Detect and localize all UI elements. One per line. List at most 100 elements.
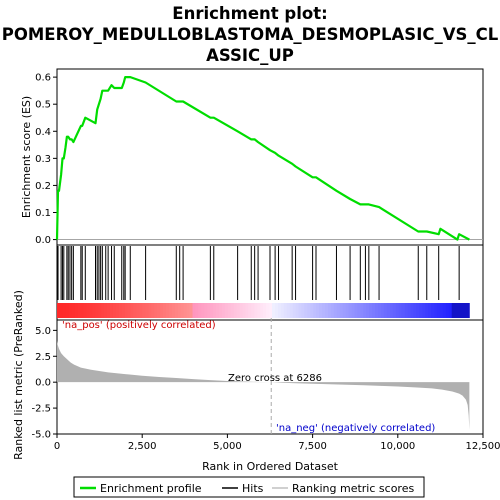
- zero-cross-label: Zero cross at 6286: [228, 373, 322, 384]
- rank-color-segment: [213, 303, 217, 318]
- rank-color-segment: [245, 303, 249, 318]
- rank-color-segment: [77, 303, 81, 318]
- chart-title-line2: POMEROY_MEDULLOBLASTOMA_DESMOPLASIC_VS_C…: [2, 25, 499, 44]
- rank-color-segment: [177, 303, 182, 318]
- rank-color-segment: [221, 303, 226, 318]
- rank-color-segment: [98, 303, 102, 318]
- metric-y-axis-label: Ranked list metric (PreRanked): [12, 290, 25, 460]
- rank-color-segment: [298, 303, 302, 318]
- rank-color-segment: [216, 303, 220, 318]
- rank-color-segment: [419, 303, 423, 318]
- rank-color-segment: [171, 303, 176, 318]
- es-y-tick-label: 0.4: [35, 127, 51, 138]
- rank-color-segment: [445, 303, 450, 318]
- rank-color-segment: [322, 303, 326, 318]
- rank-color-segment: [189, 303, 193, 318]
- rank-color-segment: [372, 303, 376, 318]
- rank-color-segment: [327, 303, 332, 318]
- rank-color-segment: [272, 303, 276, 318]
- rank-color-segment: [448, 303, 453, 318]
- rank-color-segment: [198, 303, 202, 318]
- metric-y-tick-label: 0.0: [35, 378, 51, 389]
- rank-color-segment: [160, 303, 164, 318]
- rank-color-segment: [127, 303, 132, 318]
- rank-color-segment: [378, 303, 382, 318]
- rank-color-segment: [224, 303, 229, 318]
- metric-area: [57, 318, 470, 434]
- pos-correlated-label: 'na_pos' (positively correlated): [62, 320, 216, 331]
- rank-color-segment: [274, 303, 279, 318]
- rank-color-segment: [389, 303, 394, 318]
- rank-color-segment: [86, 303, 90, 318]
- rank-color-segment: [304, 303, 308, 318]
- rank-color-segment: [207, 303, 211, 318]
- rank-color-segment: [192, 303, 196, 318]
- rank-color-segment: [165, 303, 170, 318]
- rank-color-segment: [142, 303, 146, 318]
- rank-color-segment: [248, 303, 252, 318]
- es-panel: [56, 68, 484, 246]
- rank-color-segment: [295, 303, 299, 318]
- rank-color-segment: [292, 303, 296, 318]
- rank-color-segment: [342, 303, 347, 318]
- rank-color-segment: [395, 303, 400, 318]
- rank-color-segment: [381, 303, 385, 318]
- rank-color-segment: [239, 303, 243, 318]
- rank-color-segment: [242, 303, 246, 318]
- legend-enrichment-profile: Enrichment profile: [100, 482, 202, 495]
- rank-color-segment: [233, 303, 238, 318]
- rank-color-segment: [195, 303, 199, 318]
- rank-color-segment: [257, 303, 261, 318]
- rank-color-segment: [280, 303, 285, 318]
- rank-color-segment: [210, 303, 214, 318]
- rank-color-segment: [360, 303, 364, 318]
- x-tick-label: 5,000: [213, 441, 242, 452]
- rank-color-segment: [186, 303, 190, 318]
- neg-correlated-label: 'na_neg' (negatively correlated): [276, 423, 435, 434]
- rank-color-segment: [136, 303, 140, 318]
- metric-y-tick-label: 5.0: [35, 326, 51, 337]
- rank-color-segment: [230, 303, 235, 318]
- rank-color-segment: [460, 303, 464, 318]
- metric-y-tick-label: -2.5: [31, 404, 51, 415]
- rank-color-segment: [269, 303, 273, 318]
- rank-color-segment: [121, 303, 126, 318]
- rank-color-segment: [65, 303, 70, 318]
- rank-color-segment: [107, 303, 111, 318]
- rank-color-segment: [434, 303, 438, 318]
- rank-color-segment: [74, 303, 79, 318]
- rank-color-segment: [204, 303, 208, 318]
- rank-color-segment: [145, 303, 149, 318]
- chart-title-line1: Enrichment plot:: [172, 4, 327, 23]
- rank-color-segment: [425, 303, 429, 318]
- rank-color-segment: [112, 303, 117, 318]
- rank-color-segment: [219, 303, 223, 318]
- metric-y-axis: -5.0 -2.5 0.0 2.5 5.0: [31, 326, 57, 441]
- rank-color-segment: [68, 303, 73, 318]
- rank-color-segment: [157, 303, 161, 318]
- x-tick-label: 10,000: [380, 441, 415, 452]
- rank-color-segment: [463, 303, 467, 318]
- rank-color-segment: [325, 303, 329, 318]
- enrichment-profile: [55, 75, 470, 241]
- rank-color-segment: [354, 303, 358, 318]
- hit-markers: [57, 246, 460, 300]
- rank-color-segment: [92, 303, 96, 318]
- rank-color-segment: [401, 303, 405, 318]
- legend: Enrichment profile Hits Ranking metric s…: [73, 476, 425, 498]
- es-y-tick-label: 0.1: [35, 208, 51, 219]
- es-y-tick-label: 0.0: [35, 235, 51, 246]
- legend-hits: Hits: [242, 482, 264, 495]
- rank-color-segment: [254, 303, 258, 318]
- rank-color-segment: [71, 303, 76, 318]
- rank-color-segment: [183, 303, 188, 318]
- es-y-axis-label: Enrichment score (ES): [20, 96, 33, 218]
- rank-color-segment: [57, 303, 61, 318]
- rank-color-segment: [118, 303, 123, 318]
- x-tick-label: 2,500: [128, 441, 157, 452]
- es-y-tick-label: 0.6: [35, 73, 51, 84]
- rank-color-segment: [263, 303, 267, 318]
- rank-color-segment: [180, 303, 185, 318]
- rank-color-segment: [115, 303, 120, 318]
